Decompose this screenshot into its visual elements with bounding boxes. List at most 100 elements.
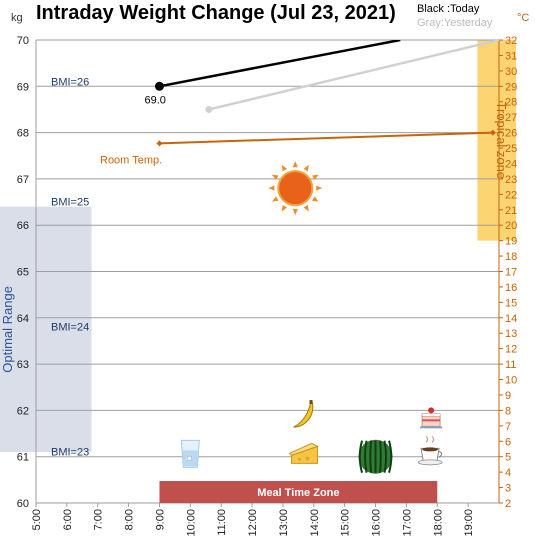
series-point [205,105,213,113]
sun-ray [292,209,298,216]
cake-plate [420,426,443,429]
cheese-hole [298,457,302,461]
legend-yesterday: Gray:Yesterday [417,17,493,29]
sun-ray [312,196,319,202]
series-line-1 [208,40,499,111]
x-tick-label: 18:00 [432,509,444,537]
x-tick-label: 12:00 [247,509,259,537]
cake-icon [420,407,443,429]
sun-ray [292,161,298,168]
sun-ray [312,174,319,180]
sun-ray [268,185,275,191]
right-tick-label: 30 [505,66,517,78]
series-points [154,81,496,147]
y-tick-label: 62 [17,405,29,417]
y-tick-label: 63 [17,359,29,371]
right-tick-label: 8 [505,405,511,417]
tropical-zone-label: Tropical zone [494,102,509,180]
y-tick-label: 66 [17,220,29,232]
x-tick-label: 13:00 [278,509,290,537]
optimal-range-band [0,206,92,453]
melon-stripe [379,440,382,473]
x-tick-label: 16:00 [371,509,383,537]
right-tick-label: 29 [505,81,517,93]
series-line-2 [159,131,493,145]
x-tick-label: 9:00 [154,509,166,530]
right-tick-label: 10 [505,375,517,387]
x-tick-label: 7:00 [93,509,105,530]
series-point [156,140,163,147]
melon-stripe [369,440,373,473]
water-glass-icon [180,439,200,468]
x-tick-label: 17:00 [401,509,413,537]
x-tick-label: 8:00 [124,509,136,530]
y-tick-label: 61 [17,452,29,464]
sun-ray [303,204,309,212]
right-tick-label: 20 [505,220,517,232]
right-tick-label: 19 [505,236,517,248]
sun-ray [316,185,323,191]
right-tick-label: 18 [505,251,517,263]
cheese-icon [288,442,319,464]
x-tick-label: 14:00 [309,509,321,537]
y-tick-label: 67 [17,174,29,186]
y-tick-label: 70 [17,35,29,47]
right-tick-label: 23 [505,174,517,186]
x-tick-label: 19:00 [463,509,475,537]
bmi-label: BMI=23 [51,447,89,459]
right-tick-label: 4 [505,467,511,479]
gridlines [35,39,500,504]
melon-stripe [383,440,388,473]
x-axis: 5:00 6:00 7:00 8:00 9:00 10:00 11:00 12:00 13:00… [31,503,475,537]
right-tick-label: 14 [505,313,517,325]
right-tick-label: 12 [505,344,517,356]
right-tick-label: 21 [505,205,517,217]
icons [180,161,443,474]
watermelon-icon [358,439,393,474]
bmi-label: BMI=24 [51,322,89,334]
bmi-label: BMI=26 [51,76,89,88]
series-point [154,81,164,91]
y-tick-label: 68 [17,128,29,140]
coffee-steam [425,435,435,443]
right-tick-label: 25 [505,143,517,155]
optimal-range-label: Optimal Range [0,286,15,373]
tropical-zone-band [477,40,516,241]
sun-icon [268,161,323,216]
cheese-top [288,442,319,456]
legend-today: Black :Today [417,3,480,15]
coffee-icon [417,435,443,466]
y-tick-label: 65 [17,267,29,279]
left-axis-unit: kg [11,12,23,24]
coffee-handle [438,450,443,458]
right-tick-label: 2 [505,498,511,510]
ice-cube [187,456,192,461]
right-tick-label: 7 [505,421,511,433]
series-lines [159,40,499,145]
right-tick-label: 24 [505,158,517,170]
sun-ray [271,174,279,180]
banana-shape [293,402,314,428]
room-temp-label: Room Temp. [100,154,162,166]
sun-disc [277,170,314,207]
meal-time-zone-label: Meal Time Zone [257,487,339,499]
series-point [489,129,496,136]
y-axis-left: 60 61 62 63 64 65 66 67 68 69 70 [17,35,29,510]
right-tick-label: 15 [505,297,517,309]
right-tick-label: 3 [505,483,511,495]
right-tick-label: 26 [505,128,517,140]
sun-ray [281,164,288,172]
y-tick-label: 60 [17,498,29,510]
melon-stripe [358,440,363,473]
y-tick-label: 64 [17,313,29,325]
background-bands [0,40,516,453]
cake-cream [421,413,441,417]
right-tick-label: 17 [505,267,517,279]
right-tick-label: 32 [505,35,517,47]
sun-ray [281,204,288,212]
cheese-hole [305,456,310,461]
x-tick-label: 6:00 [62,509,74,530]
melon-stripe [388,440,393,473]
right-tick-label: 11 [505,359,516,371]
chart-title: Intraday Weight Change (Jul 23, 2021) [36,2,396,24]
